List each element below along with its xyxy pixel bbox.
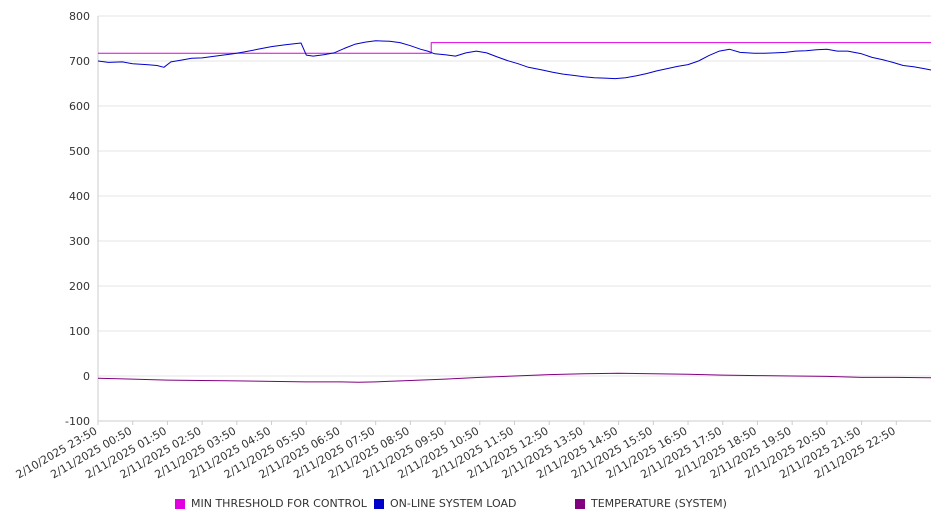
legend-swatch [374, 498, 384, 509]
y-tick-label: 600 [69, 100, 90, 113]
y-tick-label: 0 [83, 370, 90, 383]
legend-swatch [575, 498, 585, 509]
legend-label: TEMPERATURE (SYSTEM) [591, 497, 727, 510]
series-lines [97, 40, 932, 383]
y-tick-label: -100 [65, 415, 90, 428]
y-tick-label: 100 [69, 325, 90, 338]
y-tick-label: 800 [69, 10, 90, 23]
legend-item-temperature[interactable]: TEMPERATURE (SYSTEM) [575, 497, 727, 510]
grid-lines [98, 15, 931, 422]
legend-item-min-threshold[interactable]: MIN THRESHOLD FOR CONTROL [175, 497, 367, 510]
legend-swatch [175, 498, 185, 509]
y-tick-label: 300 [69, 235, 90, 248]
series-line-2 [97, 372, 932, 383]
y-tick-label: 400 [69, 190, 90, 203]
legend-item-online-system-load[interactable]: ON-LINE SYSTEM LOAD [374, 497, 516, 510]
x-axis: 2/10/2025 23:502/11/2025 00:502/11/2025 … [14, 420, 931, 481]
y-axis: -100 0 100 200 300 400 500 600 700 800 [65, 10, 99, 428]
y-tick-label: 700 [69, 55, 90, 68]
series-line-0 [98, 42, 931, 54]
legend-label: ON-LINE SYSTEM LOAD [390, 497, 517, 510]
y-tick-label: 200 [69, 280, 90, 293]
series-line-1 [97, 40, 932, 80]
legend: MIN THRESHOLD FOR CONTROL ON-LINE SYSTEM… [0, 497, 946, 515]
y-tick-label: 500 [69, 145, 90, 158]
legend-label: MIN THRESHOLD FOR CONTROL [191, 497, 367, 510]
